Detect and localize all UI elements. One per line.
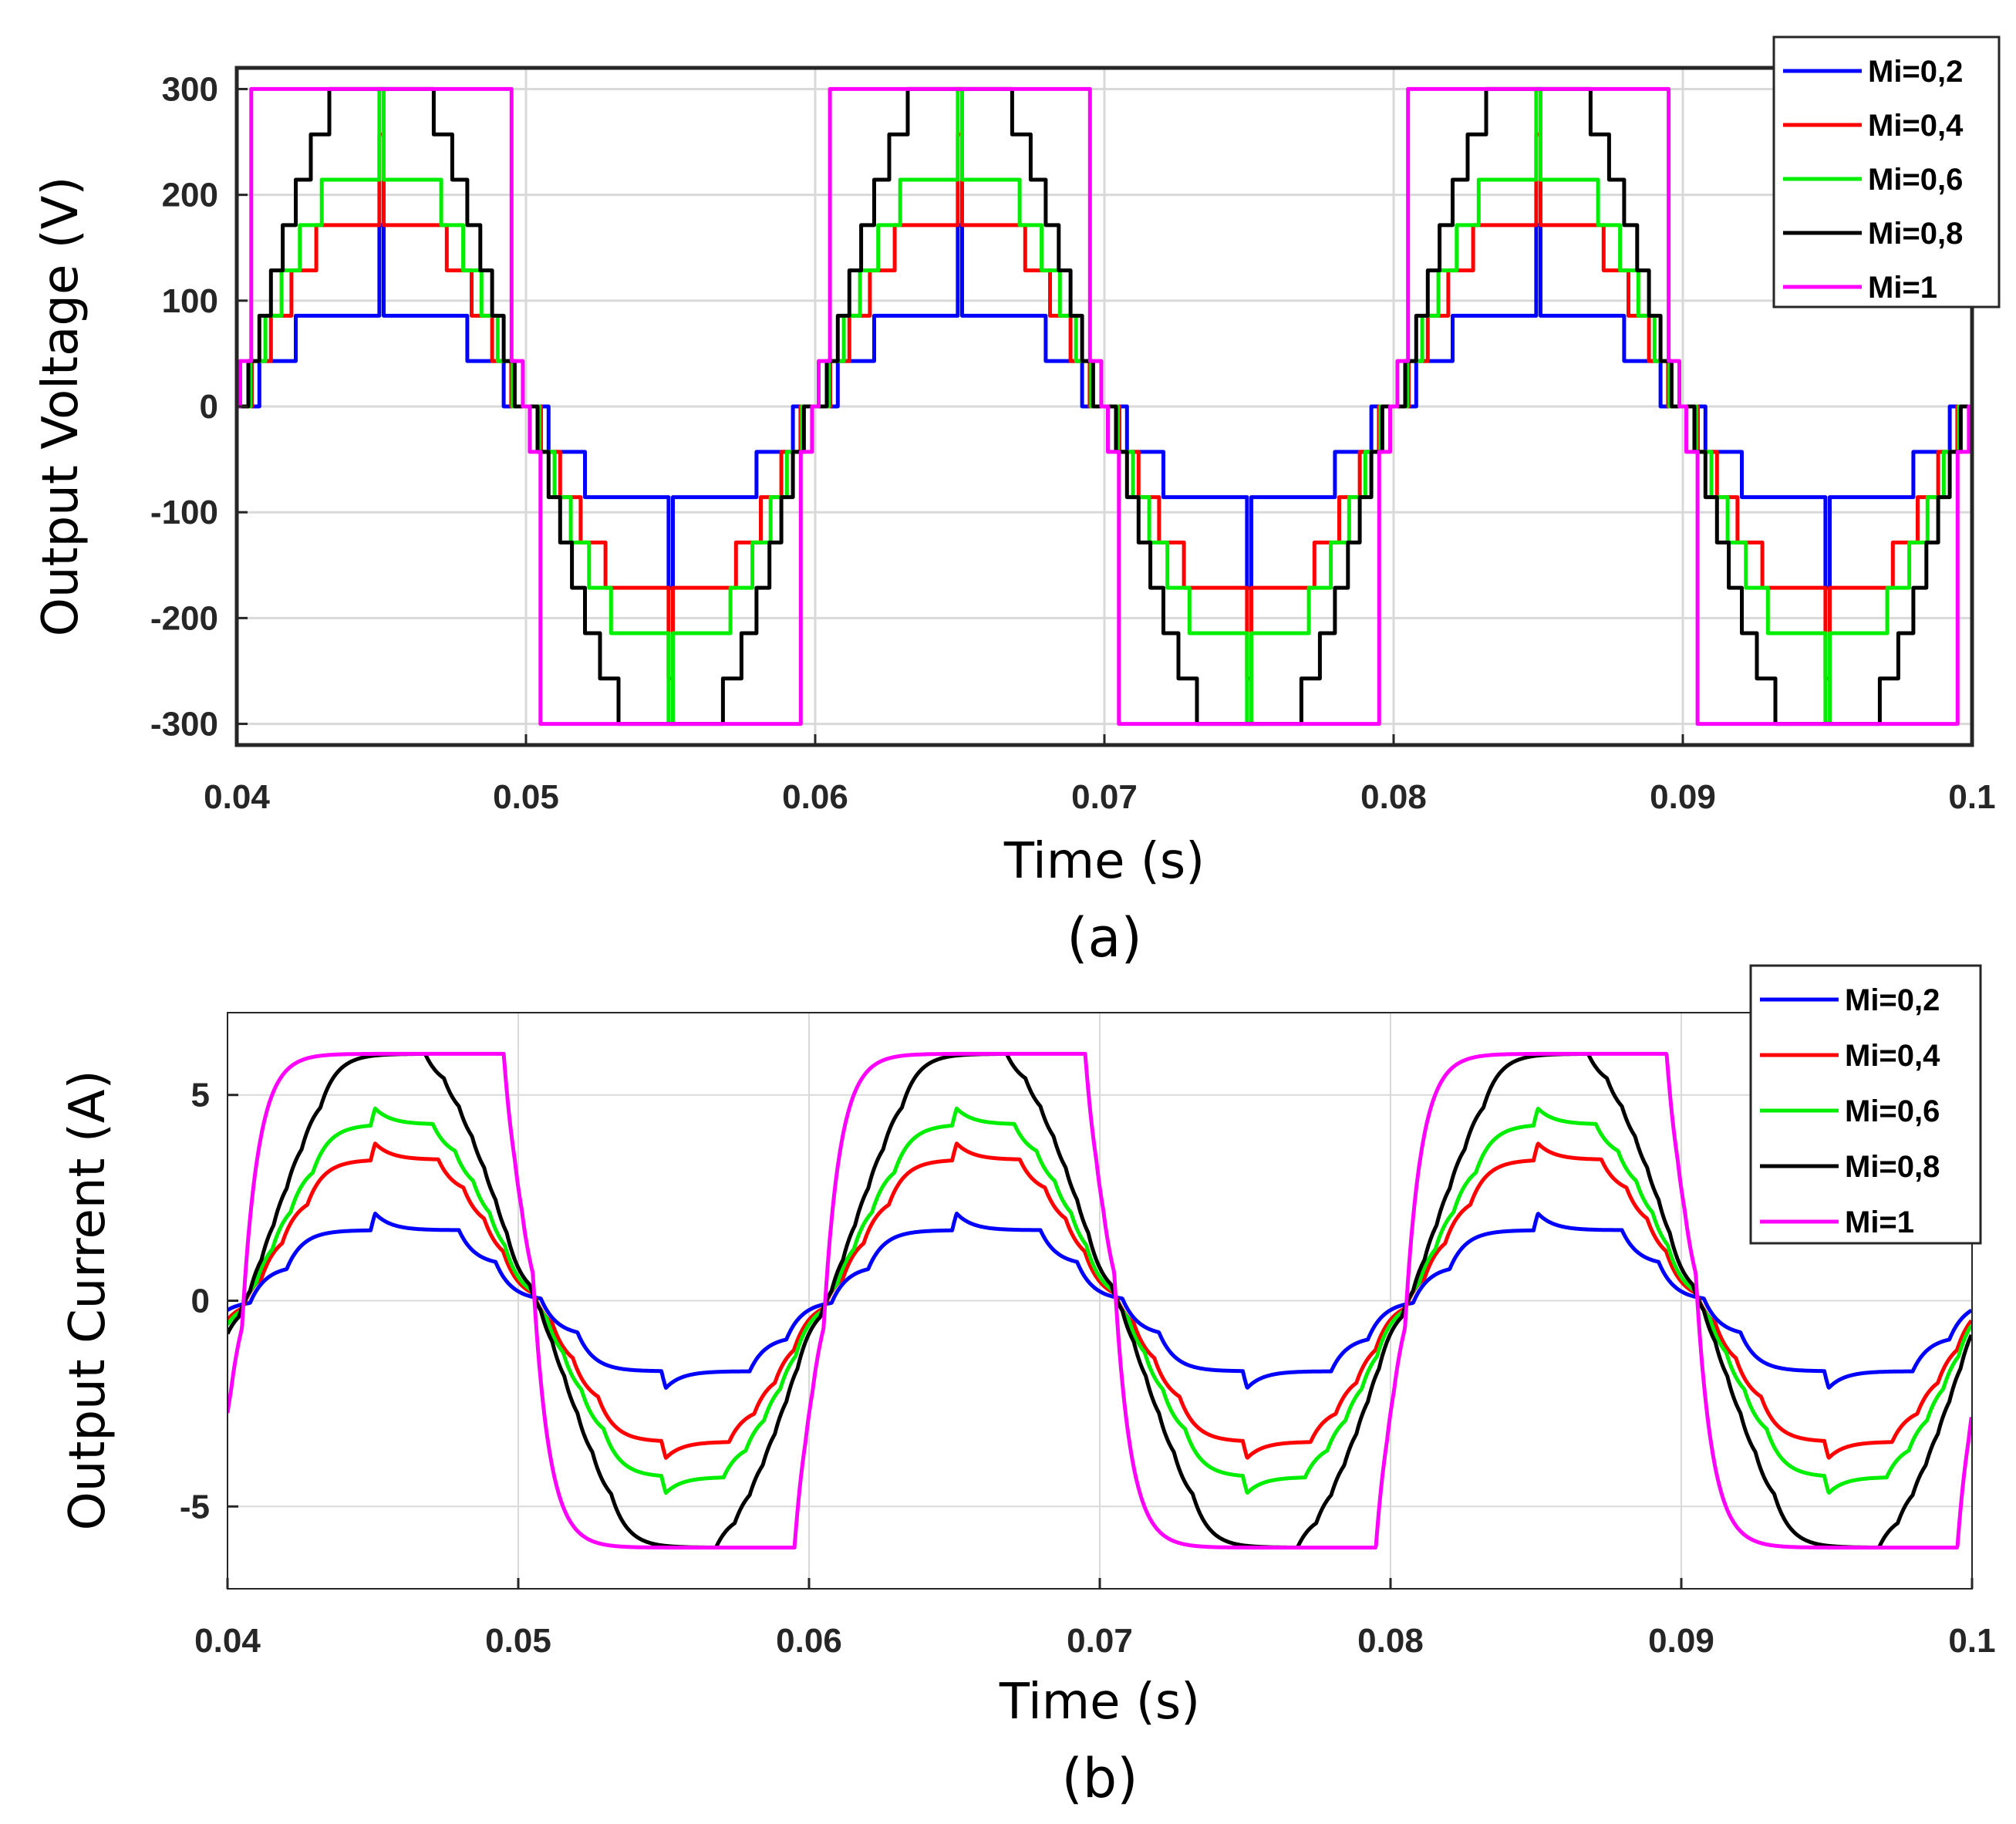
legend-label-mi-0-6: Mi=0,6 [1868, 163, 1963, 197]
y-axis-label-b: Output Current (A) [59, 1070, 116, 1530]
y-tick-label: -200 [150, 599, 218, 637]
legend-label-mi-0-4: Mi=0,4 [1868, 109, 1964, 143]
x-axis-label-b: Time (s) [999, 1674, 1200, 1731]
series-lines-a [237, 86, 1972, 727]
y-tick-label: 0 [191, 1283, 210, 1320]
legend-a: Mi=0,2 Mi=0,4 Mi=0,6 Mi=0,8 Mi=1 [1772, 35, 2001, 308]
legend-label-mi-0-6: Mi=0,6 [1845, 1094, 1940, 1128]
x-tick-label: 0.1 [1948, 1622, 1995, 1660]
x-tick-label: 0.1 [1948, 778, 1995, 816]
legend-label-mi-0-2: Mi=0,2 [1868, 55, 1963, 89]
x-tick-label: 0.08 [1360, 778, 1427, 816]
x-tick-labels-a: 0.04 0.05 0.06 0.07 0.08 0.09 0.1 [204, 734, 1996, 816]
series-line-mi-0-6 [228, 1106, 1972, 1495]
chart-b: 0.04 0.05 0.06 0.07 0.08 0.09 0.1 5 0 -5 Time (s… [59, 964, 1996, 1810]
x-tick-label: 0.06 [782, 778, 848, 816]
legend-label-mi-1: Mi=1 [1868, 271, 1937, 305]
series-lines-b [228, 1051, 1972, 1550]
x-tick-label: 0.05 [485, 1622, 551, 1660]
x-tick-label: 0.04 [204, 778, 270, 816]
x-tick-label: 0.07 [1067, 1622, 1133, 1660]
y-axis-label-a: Output Voltage (V) [32, 177, 89, 637]
y-tick-labels-a: 300 200 100 0 -100 -200 -300 [150, 70, 248, 743]
x-tick-label: 0.08 [1357, 1622, 1424, 1660]
y-tick-label: 5 [191, 1077, 210, 1114]
x-tick-label: 0.09 [1650, 778, 1716, 816]
legend-box-b [1749, 964, 1982, 1245]
x-tick-label: 0.05 [493, 778, 559, 816]
series-line-mi-0-2 [228, 1212, 1972, 1390]
caption-b: (b) [1061, 1747, 1138, 1810]
series-line-mi-0-8 [228, 1052, 1972, 1549]
legend-label-mi-0-4: Mi=0,4 [1845, 1039, 1940, 1073]
y-tick-label: -5 [180, 1488, 210, 1526]
legend-box-a [1772, 35, 2001, 308]
y-tick-label: 0 [200, 388, 218, 426]
x-axis-label-a: Time (s) [1003, 833, 1205, 890]
chart-a: 0.04 0.05 0.06 0.07 0.08 0.09 0.1 300 200 100 0 -1… [32, 35, 2001, 969]
x-tick-label: 0.09 [1648, 1622, 1714, 1660]
y-tick-label: -300 [150, 706, 218, 743]
x-tick-label: 0.06 [776, 1622, 842, 1660]
y-tick-label: 100 [162, 282, 218, 320]
legend-label-mi-0-8: Mi=0,8 [1845, 1150, 1940, 1184]
y-tick-label: -100 [150, 494, 218, 531]
y-tick-label: 300 [162, 70, 218, 108]
x-tick-labels-b: 0.04 0.05 0.06 0.07 0.08 0.09 0.1 [194, 1578, 1996, 1660]
series-line-mi-1 [237, 86, 1972, 727]
y-tick-labels-b: 5 0 -5 [180, 1077, 238, 1526]
legend-label-mi-0-8: Mi=0,8 [1868, 217, 1963, 251]
x-tick-label: 0.07 [1071, 778, 1138, 816]
legend-label-mi-1: Mi=1 [1845, 1205, 1914, 1239]
x-tick-label: 0.04 [194, 1622, 261, 1660]
legend-label-mi-0-2: Mi=0,2 [1845, 983, 1940, 1017]
legend-b: Mi=0,2 Mi=0,4 Mi=0,6 Mi=0,8 Mi=1 [1749, 964, 1982, 1245]
series-line-mi-0-4 [228, 1141, 1972, 1460]
y-tick-label: 200 [162, 177, 218, 214]
caption-a: (a) [1067, 906, 1142, 969]
series-line-mi-1 [228, 1051, 1972, 1550]
